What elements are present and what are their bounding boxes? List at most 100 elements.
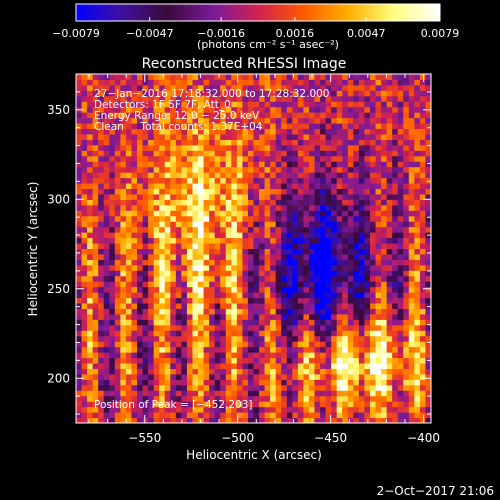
heatmap-cell bbox=[342, 412, 349, 419]
heatmap-cell bbox=[247, 313, 254, 320]
heatmap-cell bbox=[259, 74, 266, 80]
heatmap-cell bbox=[403, 368, 410, 375]
heatmap-cell bbox=[209, 281, 216, 288]
heatmap-cell bbox=[214, 308, 221, 315]
heatmap-cell bbox=[186, 368, 193, 375]
heatmap-cell bbox=[425, 335, 431, 342]
heatmap-cell bbox=[259, 95, 266, 102]
heatmap-cell bbox=[314, 313, 321, 320]
heatmap-cell bbox=[203, 133, 210, 140]
heatmap-cell bbox=[414, 226, 421, 233]
heatmap-cell bbox=[242, 243, 249, 249]
heatmap-cell bbox=[225, 155, 232, 162]
heatmap-cell bbox=[347, 106, 354, 113]
heatmap-cell bbox=[259, 101, 266, 108]
heatmap-cell bbox=[364, 95, 371, 102]
heatmap-cell bbox=[214, 297, 221, 304]
heatmap-cell bbox=[375, 150, 382, 157]
heatmap-cell bbox=[369, 368, 377, 375]
heatmap-cell bbox=[414, 172, 421, 179]
heatmap-cell bbox=[259, 177, 266, 184]
heatmap-cell bbox=[286, 193, 293, 200]
heatmap-cell bbox=[259, 363, 266, 369]
heatmap-cell bbox=[264, 172, 271, 179]
heatmap-cell bbox=[397, 368, 404, 375]
heatmap-cell bbox=[125, 232, 132, 239]
heatmap-cell bbox=[403, 166, 410, 173]
heatmap-cell bbox=[153, 335, 160, 342]
heatmap-cell bbox=[253, 172, 260, 179]
heatmap-cell bbox=[131, 221, 138, 228]
y-tick-label: 250 bbox=[47, 282, 70, 296]
heatmap-cell bbox=[231, 166, 238, 173]
heatmap-cell bbox=[181, 292, 188, 299]
heatmap-cell bbox=[397, 243, 404, 249]
heatmap-cell bbox=[303, 417, 310, 423]
heatmap-cell bbox=[358, 155, 365, 162]
heatmap-cell bbox=[397, 264, 404, 271]
heatmap-cell bbox=[81, 226, 88, 233]
heatmap-cell bbox=[159, 128, 166, 135]
heatmap-cell bbox=[242, 133, 249, 140]
heatmap-cell bbox=[408, 335, 415, 342]
heatmap-cell bbox=[92, 112, 99, 119]
heatmap-cell bbox=[242, 324, 249, 331]
heatmap-cell bbox=[225, 303, 232, 309]
heatmap-cell bbox=[403, 177, 410, 184]
heatmap-cell bbox=[209, 84, 216, 91]
heatmap-cell bbox=[125, 166, 132, 173]
heatmap-cell bbox=[192, 292, 199, 299]
heatmap-cell bbox=[181, 303, 188, 309]
heatmap-cell bbox=[81, 292, 88, 299]
heatmap-cell bbox=[358, 308, 365, 315]
heatmap-cell bbox=[403, 210, 410, 217]
heatmap-cell bbox=[120, 357, 127, 364]
heatmap-cell bbox=[364, 128, 371, 135]
heatmap-cell bbox=[236, 335, 243, 342]
heatmap-cell bbox=[87, 101, 94, 108]
heatmap-cell bbox=[386, 243, 393, 249]
heatmap-cell bbox=[181, 106, 188, 113]
heatmap-cell bbox=[214, 395, 221, 402]
heatmap-cell bbox=[92, 74, 99, 80]
heatmap-cell bbox=[203, 363, 210, 369]
heatmap-cell bbox=[342, 373, 349, 380]
heatmap-cell bbox=[381, 161, 388, 168]
heatmap-cell bbox=[270, 412, 277, 419]
heatmap-cell bbox=[142, 412, 149, 419]
heatmap-cell bbox=[164, 95, 171, 102]
heatmap-cell bbox=[270, 264, 277, 271]
heatmap-cell bbox=[125, 406, 132, 413]
heatmap-cell bbox=[386, 155, 393, 162]
heatmap-cell bbox=[92, 221, 99, 228]
heatmap-cell bbox=[353, 84, 360, 91]
heatmap-cell bbox=[270, 144, 277, 151]
heatmap-cell bbox=[137, 324, 144, 331]
heatmap-cell bbox=[242, 384, 249, 391]
heatmap-cell bbox=[76, 177, 83, 184]
heatmap-cell bbox=[137, 123, 144, 130]
heatmap-cell bbox=[175, 84, 182, 91]
heatmap-cell bbox=[353, 161, 360, 168]
heatmap-cell bbox=[347, 166, 354, 173]
heatmap-cell bbox=[286, 204, 293, 211]
heatmap-cell bbox=[103, 286, 110, 293]
heatmap-cell bbox=[120, 101, 127, 108]
heatmap-cell bbox=[247, 112, 254, 119]
heatmap-cell bbox=[419, 161, 426, 168]
heatmap-cell bbox=[381, 335, 388, 342]
heatmap-cell bbox=[303, 341, 310, 348]
heatmap-cell bbox=[364, 166, 371, 173]
heatmap-cell bbox=[281, 412, 288, 419]
heatmap-cell bbox=[392, 133, 399, 140]
heatmap-cell bbox=[286, 341, 293, 348]
heatmap-cell bbox=[369, 106, 377, 113]
heatmap-cell bbox=[209, 215, 216, 222]
heatmap-cell bbox=[297, 155, 304, 162]
heatmap-cell bbox=[148, 183, 155, 190]
heatmap-cell bbox=[109, 335, 116, 342]
heatmap-cell bbox=[120, 384, 127, 391]
heatmap-cell bbox=[175, 313, 182, 320]
heatmap-cell bbox=[275, 363, 282, 369]
heatmap-cell bbox=[170, 243, 177, 249]
